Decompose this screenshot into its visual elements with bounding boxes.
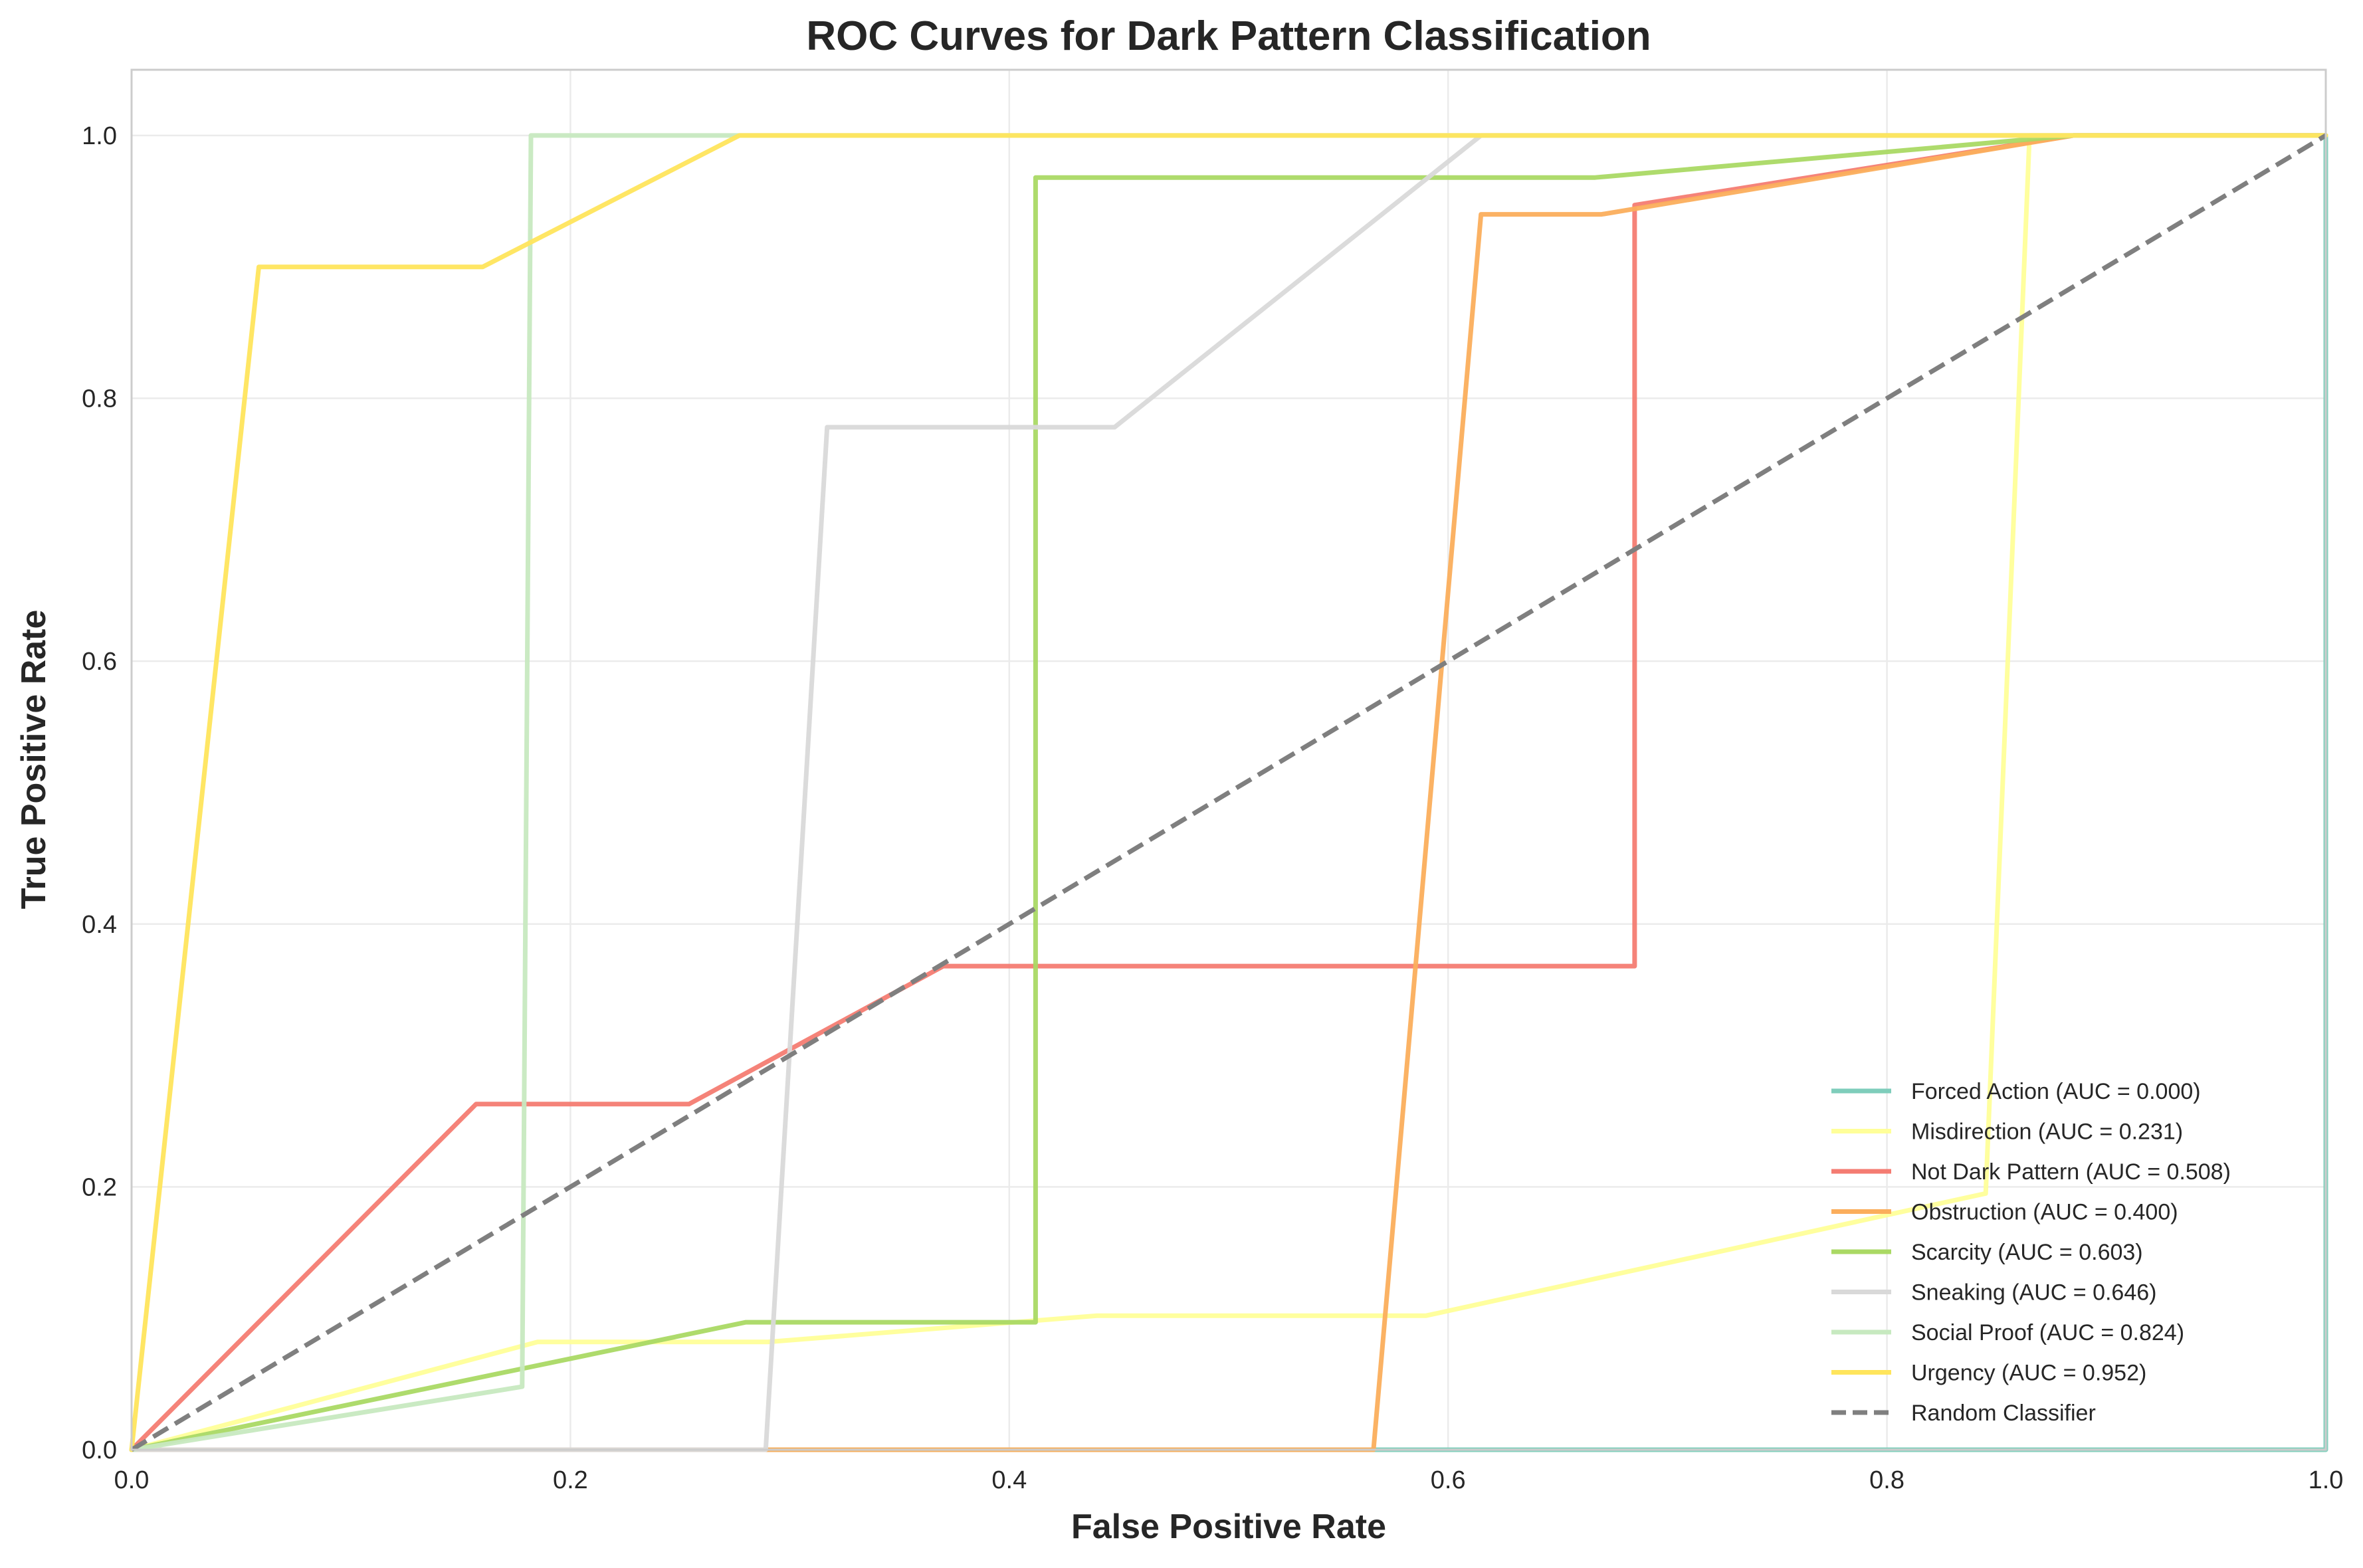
x-tick-label: 0.2 [553,1466,588,1494]
legend-label: Random Classifier [1911,1401,2096,1426]
legend-label: Forced Action (AUC = 0.000) [1911,1079,2201,1104]
x-tick-label: 0.0 [114,1466,150,1494]
y-tick-label: 0.4 [82,911,117,939]
plot-frame [130,68,2327,1451]
x-tick-label: 0.4 [991,1466,1027,1494]
legend: Forced Action (AUC = 0.000) Misdirection … [1831,1079,2231,1426]
y-axis-label: True Positive Rate [15,610,53,910]
legend-label: Social Proof (AUC = 0.824) [1911,1320,2184,1345]
x-tick-label: 0.8 [1869,1466,1904,1494]
y-tick-label: 0.8 [82,385,117,413]
legend-label: Obstruction (AUC = 0.400) [1911,1200,2178,1225]
grid [130,70,2327,1451]
legend-label: Misdirection (AUC = 0.231) [1911,1120,2183,1145]
tick-labels: 0.0 0.2 0.4 0.6 0.8 1.0 0.0 0.2 0.4 0.6 0.8 1.0 [82,122,2343,1494]
x-tick-label: 0.6 [1431,1466,1466,1494]
y-tick-label: 0.0 [82,1436,117,1464]
x-axis-label: False Positive Rate [1071,1508,1386,1546]
legend-label: Sneaking (AUC = 0.646) [1911,1280,2156,1306]
series-line-random-classifier [130,133,2327,1452]
legend-label: Scarcity (AUC = 0.603) [1911,1240,2143,1265]
legend-label: Urgency (AUC = 0.952) [1911,1361,2146,1386]
y-tick-label: 0.6 [82,648,117,676]
series-line-7 [129,133,2328,1452]
chart-title: ROC Curves for Dark Pattern Classificati… [806,13,1651,59]
x-tick-label: 1.0 [2309,1466,2344,1494]
legend-label: Not Dark Pattern (AUC = 0.508) [1911,1159,2231,1185]
series-line-1 [129,133,2328,1452]
y-tick-label: 0.2 [82,1173,117,1201]
y-tick-label: 1.0 [82,122,117,150]
